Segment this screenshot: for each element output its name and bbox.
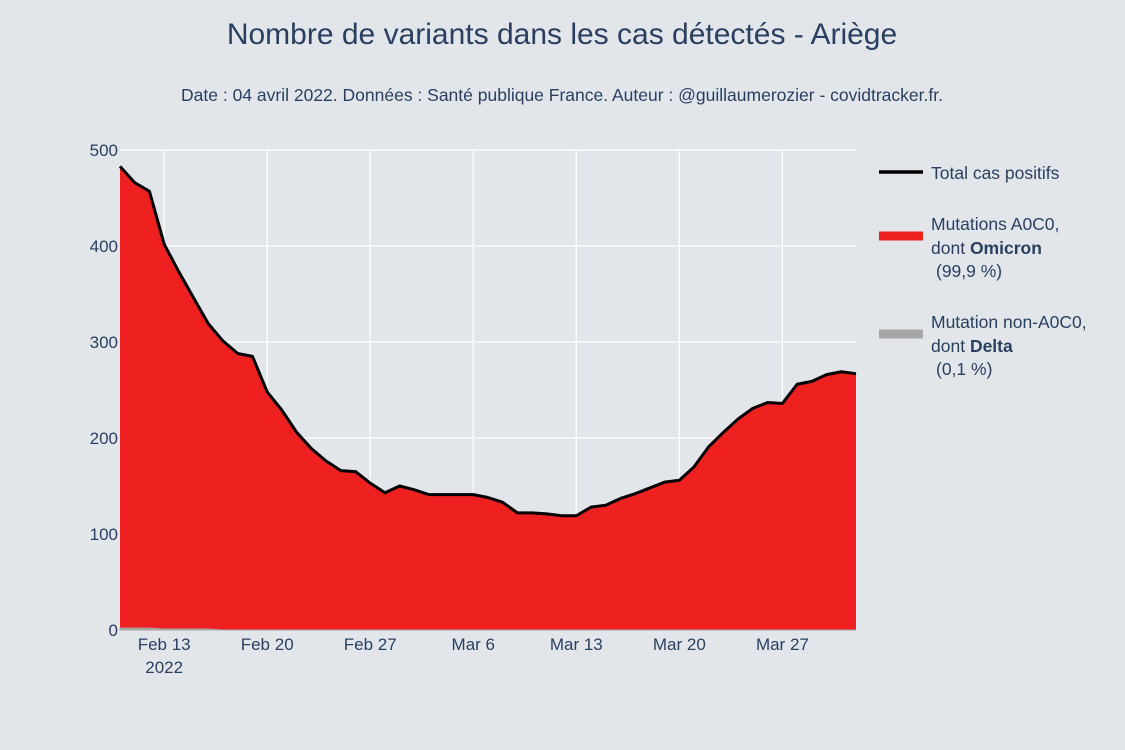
legend-label-delta-line1: Mutation non-A0C0, bbox=[931, 312, 1087, 332]
axis-labels: 0 100 200 300 400 500 Feb 13 2022 Feb 20 Feb 27 Ma… bbox=[90, 141, 809, 677]
legend-item-total[interactable]: Total cas positifs bbox=[879, 163, 1060, 183]
delta-area bbox=[119, 627, 856, 631]
legend-label-omicron-line1: Mutations A0C0, bbox=[931, 214, 1059, 234]
y-tick-label: 400 bbox=[90, 237, 118, 256]
legend-item-omicron[interactable]: Mutations A0C0, dont Omicron (99,9 %) bbox=[879, 214, 1059, 281]
legend[interactable]: Total cas positifs Mutations A0C0, dont … bbox=[879, 163, 1087, 379]
x-tick-label: Mar 13 bbox=[550, 635, 603, 654]
legend-label-omicron-line3: (99,9 %) bbox=[936, 261, 1002, 281]
omicron-area bbox=[120, 166, 856, 630]
x-tick-label: Feb 20 bbox=[241, 635, 294, 654]
legend-label-delta-prefix: dont bbox=[931, 336, 970, 356]
x-tick-sublabel: 2022 bbox=[145, 658, 183, 677]
chart-title: Nombre de variants dans les cas détectés… bbox=[227, 18, 897, 51]
y-tick-label: 300 bbox=[90, 333, 118, 352]
x-tick-label: Feb 27 bbox=[344, 635, 397, 654]
y-tick-label: 100 bbox=[90, 525, 118, 544]
chart-subtitle: Date : 04 avril 2022. Données : Santé pu… bbox=[181, 85, 943, 105]
x-tick-label: Feb 13 bbox=[138, 635, 191, 654]
legend-label-delta-line2: dont Delta bbox=[931, 336, 1013, 356]
legend-label-total: Total cas positifs bbox=[931, 163, 1060, 183]
legend-label-omicron-prefix: dont bbox=[931, 238, 970, 258]
legend-label-delta-bold: Delta bbox=[970, 336, 1013, 356]
legend-label-delta-line3: (0,1 %) bbox=[936, 359, 992, 379]
y-tick-label: 0 bbox=[109, 621, 118, 640]
legend-label-omicron-line2: dont Omicron bbox=[931, 238, 1042, 258]
plot-areas bbox=[118, 165, 857, 631]
total-line bbox=[118, 165, 857, 518]
y-tick-label: 200 bbox=[90, 429, 118, 448]
y-tick-label: 500 bbox=[90, 141, 118, 160]
legend-label-omicron-bold: Omicron bbox=[970, 238, 1042, 258]
x-tick-label: Mar 27 bbox=[756, 635, 809, 654]
x-tick-label: Mar 6 bbox=[452, 635, 495, 654]
x-tick-label: Mar 20 bbox=[653, 635, 706, 654]
legend-item-delta[interactable]: Mutation non-A0C0, dont Delta (0,1 %) bbox=[879, 312, 1087, 379]
